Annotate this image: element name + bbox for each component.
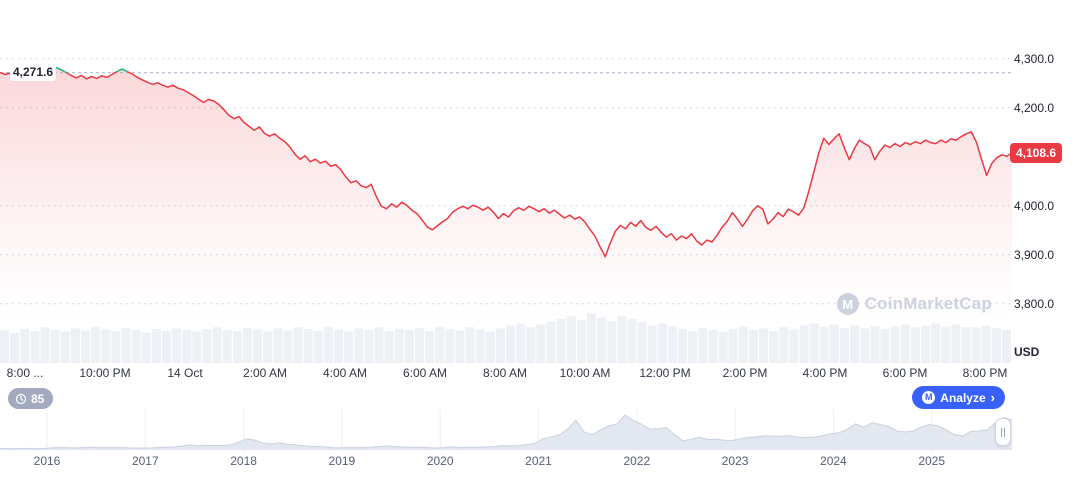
time-axis-tick: 10:00 AM xyxy=(559,366,611,380)
year-axis: 2016 2017 2018 2019 2020 2021 2022 2023 2024 2025 xyxy=(0,454,1012,470)
time-axis-tick: 12:00 PM xyxy=(639,366,691,380)
grip-icon xyxy=(1004,427,1005,437)
price-axis-tick: 4,000.0 xyxy=(1014,198,1055,213)
usd-label: USD xyxy=(1014,344,1040,359)
coinmarketcap-icon: M xyxy=(922,391,936,404)
open-price-label: 4,271.6 xyxy=(10,63,57,81)
coinmarketcap-logo-icon: M xyxy=(836,293,859,315)
analyze-label: Analyze xyxy=(940,390,986,405)
time-axis: 8:00 ... 10:00 PM 14 Oct 2:00 AM 4:00 AM 6:00… xyxy=(0,366,1012,384)
price-axis-tick: 4,200.0 xyxy=(1014,100,1055,115)
time-axis-tick: 14 Oct xyxy=(167,366,203,380)
time-axis-tick: 4:00 PM xyxy=(802,366,848,380)
navigator-handle[interactable] xyxy=(995,418,1011,446)
price-axis-tick: 3,800.0 xyxy=(1014,296,1055,311)
time-axis-tick: 2:00 PM xyxy=(722,366,768,380)
price-axis-tick: 3,900.0 xyxy=(1014,247,1055,262)
year-axis-tick: 2022 xyxy=(623,454,651,468)
analyze-button[interactable]: M Analyze › xyxy=(912,386,1005,409)
time-axis-tick: 10:00 PM xyxy=(79,366,131,380)
year-axis-tick: 2020 xyxy=(426,454,454,468)
year-axis-tick: 2016 xyxy=(33,454,61,468)
chevron-right-icon: › xyxy=(990,390,995,405)
history-clock-icon xyxy=(15,393,27,404)
time-axis-tick: 6:00 PM xyxy=(882,366,928,380)
year-axis-tick: 2025 xyxy=(918,454,946,468)
year-axis-tick: 2021 xyxy=(525,454,552,468)
history-count-label: 85 xyxy=(31,391,45,406)
current-price-badge: 4,108.6 xyxy=(1010,142,1063,163)
price-axis: 4,300.0 4,200.0 4,000.0 3,900.0 3,800.0 xyxy=(1014,0,1072,365)
year-axis-tick: 2024 xyxy=(820,454,847,468)
grip-icon xyxy=(1001,427,1002,437)
year-axis-tick: 2017 xyxy=(131,454,159,468)
year-axis-tick: 2019 xyxy=(328,454,356,468)
time-axis-tick: 8:00 PM xyxy=(962,366,1008,380)
price-axis-tick: 4,300.0 xyxy=(1014,51,1055,66)
time-axis-tick: 2:00 AM xyxy=(242,366,288,380)
watermark-text: CoinMarketCap xyxy=(864,294,992,313)
history-count-badge[interactable]: 85 xyxy=(8,388,54,409)
time-axis-tick: 8:00 ... xyxy=(6,366,44,380)
year-axis-tick: 2018 xyxy=(230,454,257,468)
timeline-navigator[interactable] xyxy=(0,409,1012,452)
price-chart-plot[interactable] xyxy=(0,0,1012,365)
coinmarketcap-watermark: M CoinMarketCap xyxy=(836,293,992,315)
time-axis-tick: 6:00 AM xyxy=(402,366,448,380)
time-axis-tick: 8:00 AM xyxy=(482,366,528,380)
time-axis-tick: 4:00 AM xyxy=(322,366,368,380)
year-axis-tick: 2023 xyxy=(721,454,749,468)
